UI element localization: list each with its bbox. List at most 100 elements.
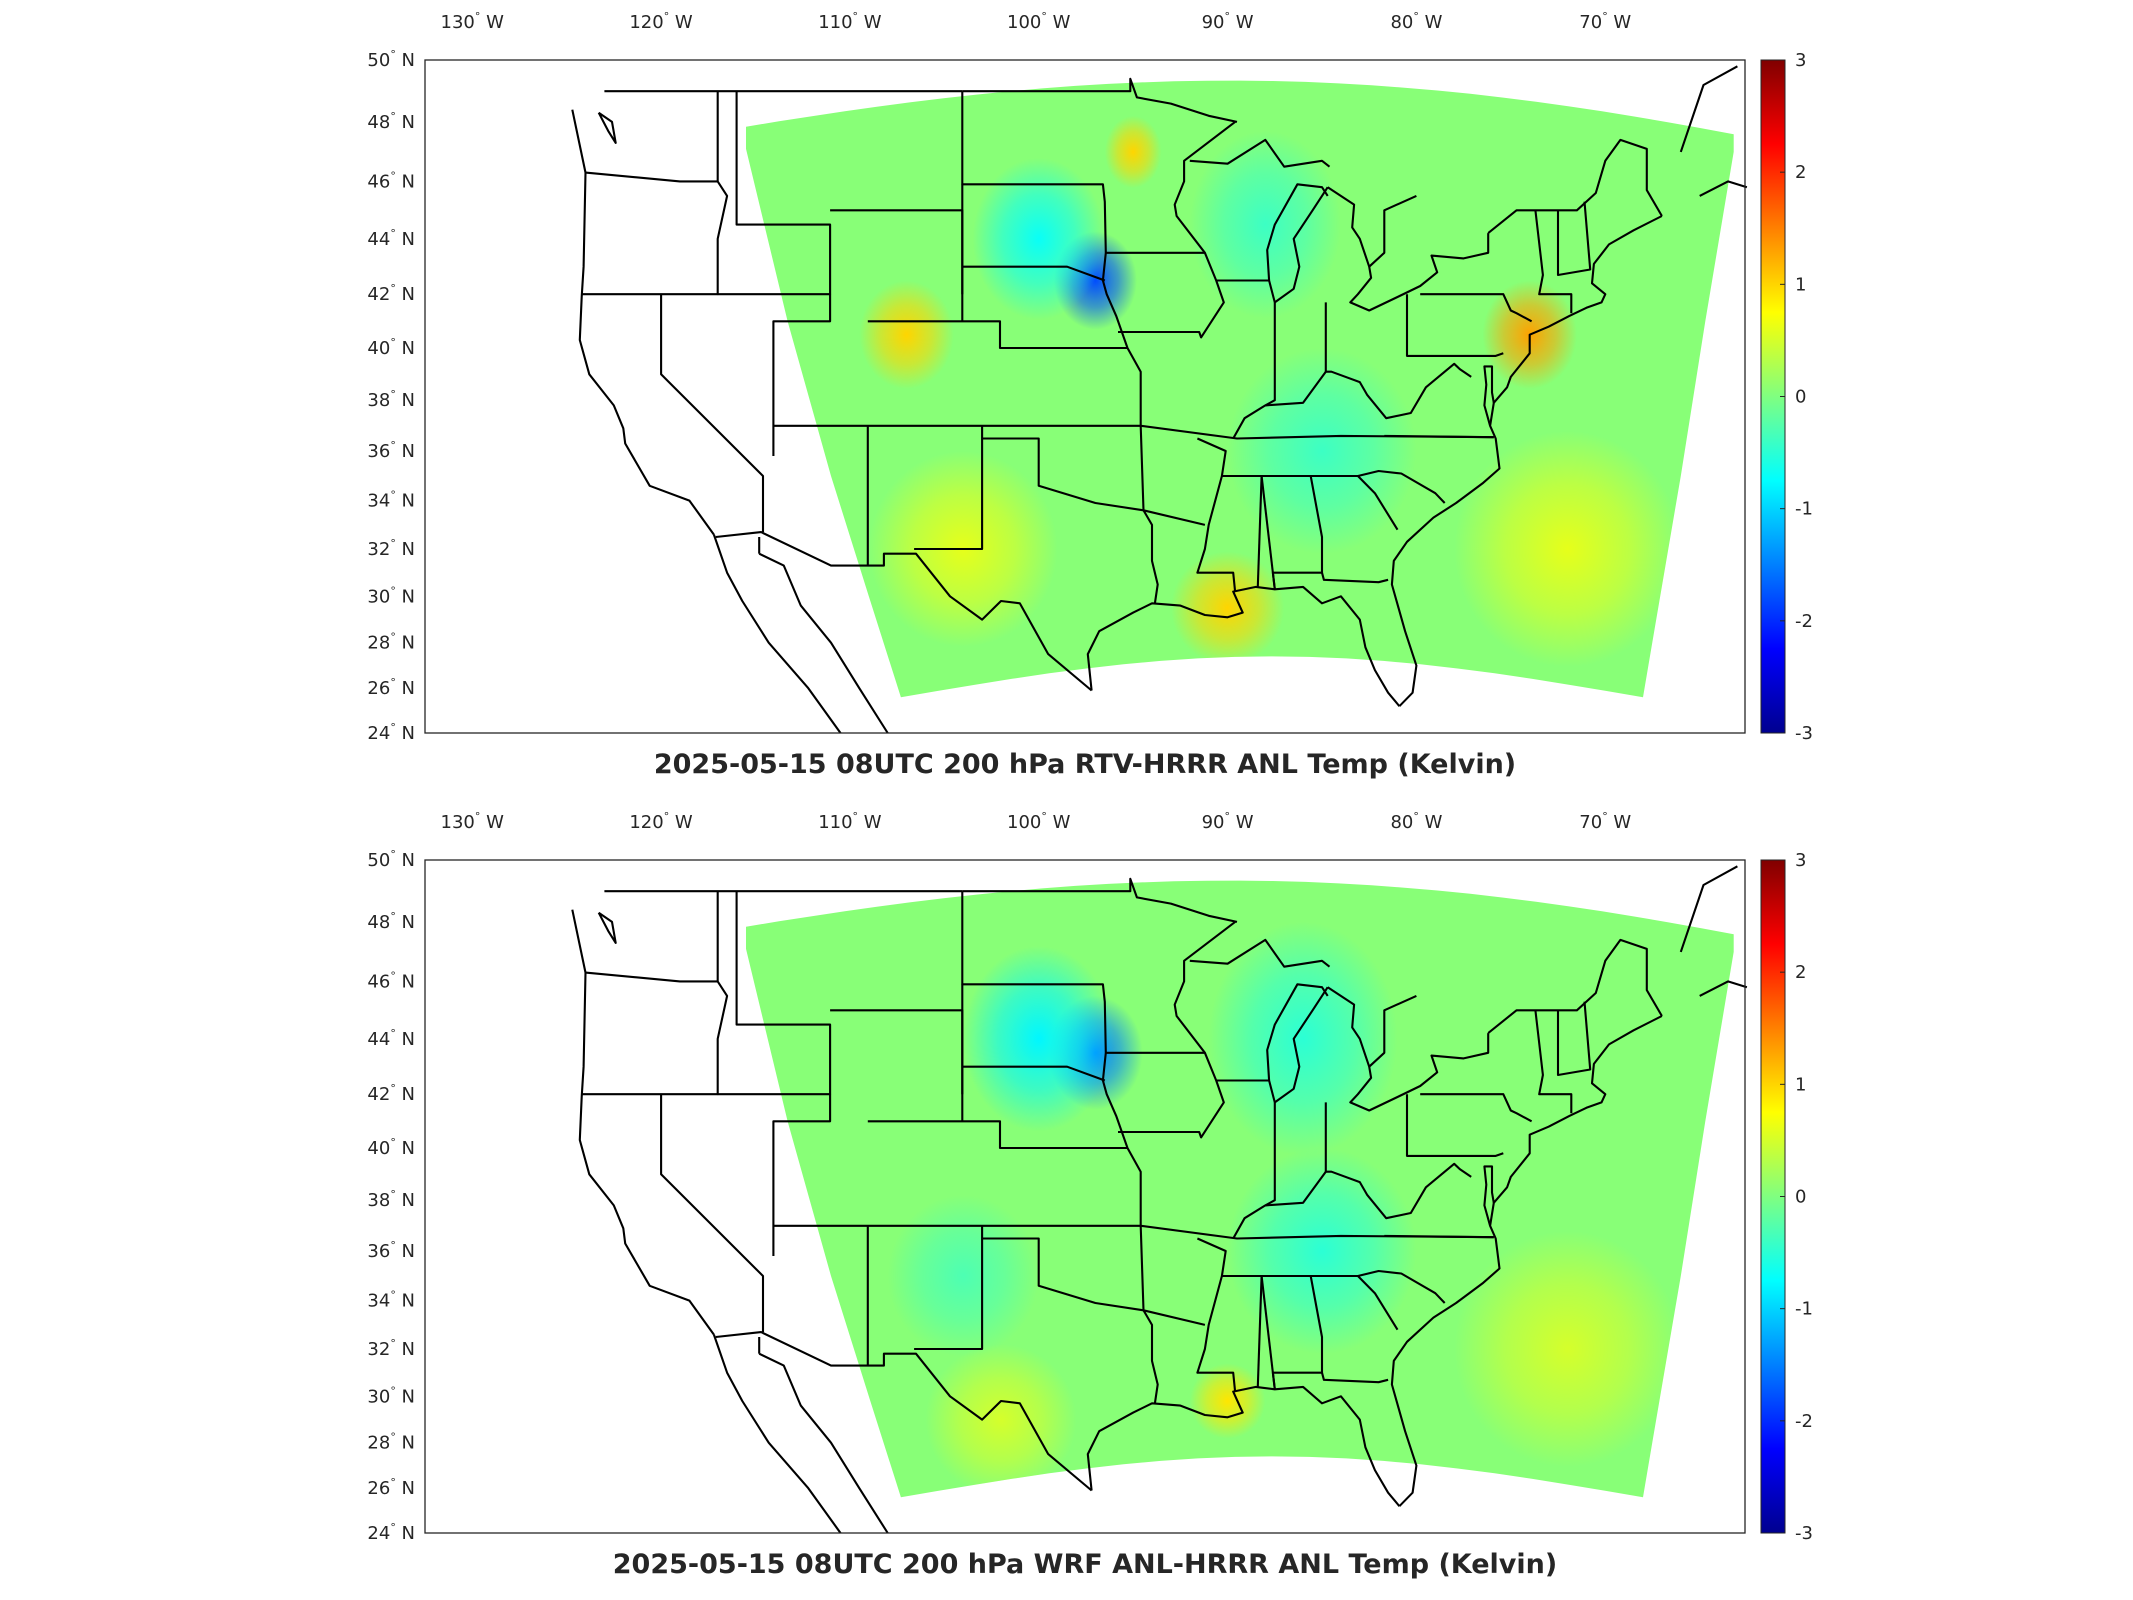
anomaly-blob	[887, 1195, 1039, 1357]
anomaly-blob	[1208, 921, 1398, 1156]
panel-title: 2025-05-15 08UTC 200 hPa RTV-HRRR ANL Te…	[654, 749, 1516, 780]
boundary-line	[914, 425, 984, 551]
colorbar-tick-label: 3	[1795, 850, 1806, 871]
colorbar-tick-label: 2	[1795, 162, 1806, 183]
boundary-line	[1173, 121, 1236, 254]
map-axes-frame	[424, 859, 1746, 1534]
map-figure: 130° W 120° W 110° W 100° W 90° W 80° W 70° W …	[367, 10, 1813, 780]
boundary-line	[758, 552, 889, 734]
boundary-line	[715, 531, 1093, 692]
boundary-line	[1420, 293, 1533, 323]
boundary-line	[758, 1352, 889, 1534]
boundary-line	[735, 891, 832, 1095]
colorbar-tick-label: 0	[1795, 1187, 1806, 1208]
boundary-line	[1274, 986, 1329, 1104]
boundary-line	[1324, 1102, 1472, 1220]
temperature-difference-field	[746, 880, 1734, 1498]
lat-tick-label: 42° N	[367, 282, 415, 305]
longitude-tick-labels: 130° W 120° W 110° W 100° W 90° W 80° W 70° W	[441, 10, 1632, 33]
boundary-line	[1256, 1275, 1263, 1387]
boundary-line	[1483, 1165, 1495, 1227]
lon-tick-label: 110° W	[818, 810, 882, 833]
boundary-line	[1320, 1372, 1389, 1384]
boundary-line	[914, 1225, 984, 1351]
boundary-line	[712, 1334, 842, 1534]
boundary-line	[712, 534, 842, 734]
boundary-line	[581, 91, 729, 296]
colorbar-tick-label: -1	[1795, 1299, 1813, 1320]
boundary-line	[1357, 475, 1399, 531]
lat-tick-label: 46° N	[367, 969, 415, 992]
boundary-line	[982, 437, 1144, 512]
boundary-line	[1221, 469, 1446, 504]
boundary-line	[1487, 938, 1663, 1034]
boundary-line	[1196, 437, 1237, 592]
colorbar-tick-label: -1	[1795, 499, 1813, 520]
map-panel-wrf-hrrr: 130° W 120° W 110° W 100° W 90° W 80° W 70° W …	[0, 800, 2133, 1600]
boundary-line	[585, 971, 718, 983]
colorbar-tick-label: 3	[1795, 50, 1806, 71]
boundary-line	[1390, 1015, 1663, 1507]
anomaly-blob	[1454, 430, 1681, 668]
boundary-line	[1368, 994, 1417, 1068]
boundary-line	[1173, 921, 1236, 1054]
boundary-line	[1420, 1093, 1533, 1123]
boundary-line	[962, 1065, 1106, 1082]
boundary-line	[962, 265, 1106, 282]
lat-tick-label: 40° N	[367, 336, 415, 359]
boundary-line	[717, 1093, 832, 1256]
lon-tick-label: 80° W	[1390, 810, 1442, 833]
anomaly-blob	[1189, 130, 1341, 319]
anomaly-blob	[963, 945, 1115, 1132]
boundary-line	[585, 171, 718, 183]
boundary-line	[1405, 294, 1504, 357]
lon-tick-label: 70° W	[1579, 10, 1631, 33]
panel-title: 2025-05-15 08UTC 200 hPa WRF ANL-HRRR AN…	[613, 1549, 1557, 1580]
lat-tick-label: 38° N	[367, 1188, 415, 1211]
boundary-line	[571, 109, 715, 536]
lat-tick-label: 28° N	[367, 631, 415, 654]
anomaly-blob	[925, 1344, 1077, 1496]
lon-tick-label: 90° W	[1202, 810, 1254, 833]
lat-tick-label: 36° N	[367, 439, 415, 462]
boundary-line	[1256, 475, 1263, 587]
lat-tick-label: 42° N	[367, 1082, 415, 1105]
lat-tick-label: 44° N	[367, 1027, 415, 1050]
lat-tick-label: 24° N	[367, 721, 415, 744]
colorbar: 3 2 1 0 -1 -2 -3	[1760, 50, 1813, 744]
boundary-line	[571, 909, 715, 1336]
boundary-line	[1487, 138, 1663, 234]
boundary-line	[1265, 371, 1327, 407]
anomaly-blob	[859, 280, 954, 389]
boundary-line	[1086, 585, 1401, 707]
lat-tick-label: 48° N	[367, 110, 415, 133]
lat-tick-label: 46° N	[367, 169, 415, 192]
boundary-line	[1274, 186, 1329, 304]
lon-tick-label: 80° W	[1390, 10, 1442, 33]
boundary-line	[1384, 1234, 1494, 1239]
lat-tick-label: 32° N	[367, 537, 415, 560]
lat-tick-label: 32° N	[367, 1337, 415, 1360]
lat-tick-label: 50° N	[367, 48, 415, 71]
anomaly-blob	[1227, 348, 1417, 555]
boundary-line	[1320, 572, 1389, 584]
boundary-line	[1143, 1309, 1206, 1326]
lon-tick-label: 120° W	[629, 810, 693, 833]
boundary-line	[962, 877, 1238, 923]
boundary-line	[1143, 509, 1206, 526]
boundary-line	[1196, 1237, 1237, 1392]
lat-tick-label: 26° N	[367, 676, 415, 699]
colorbar-tick-label: -2	[1795, 611, 1813, 632]
boundary-line	[581, 891, 729, 1096]
colorbar-tick-label: -2	[1795, 1411, 1813, 1432]
colorbar-tick-label: -3	[1795, 723, 1813, 744]
lon-tick-label: 130° W	[441, 810, 505, 833]
boundary-line	[1699, 980, 1748, 997]
lat-tick-label: 24° N	[367, 1521, 415, 1544]
boundary-line	[1405, 1094, 1504, 1157]
boundary-line	[717, 293, 832, 456]
boundary-line	[1556, 201, 1592, 277]
boundary-line	[1534, 210, 1573, 314]
map-axes-frame	[424, 59, 1746, 734]
boundary-line	[867, 1120, 1128, 1150]
